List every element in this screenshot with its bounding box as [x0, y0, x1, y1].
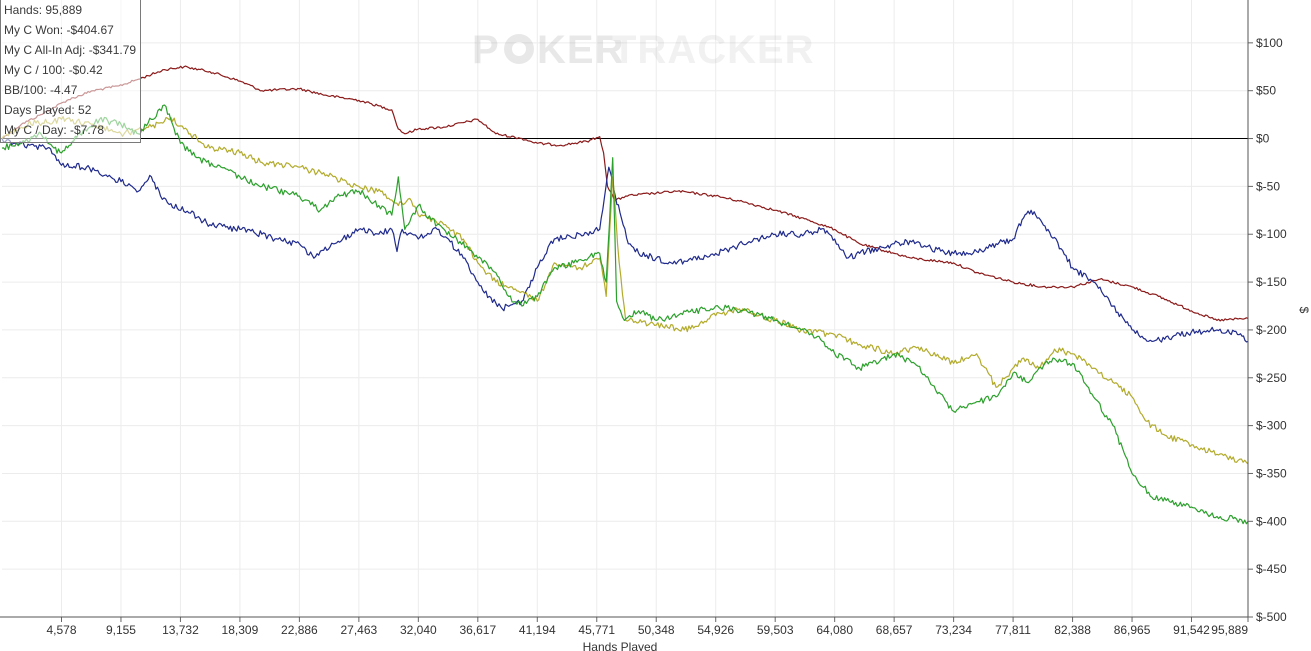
- stat-per-100: My C / 100: -$0.42: [4, 63, 103, 77]
- x-tick-label: 68,657: [876, 623, 913, 637]
- poker-chip-icon: [504, 34, 534, 64]
- stat-per-day: My C / Day: -$7.78: [4, 123, 105, 137]
- y-tick-label: $-350: [1256, 466, 1287, 480]
- stats-box: Hands: 95,889 My C Won: -$404.67 My C Al…: [0, 0, 141, 143]
- x-tick-label: 91,542: [1173, 623, 1210, 637]
- x-tick-label: 95,889: [1211, 623, 1248, 637]
- watermark-text-tracker: TRACKER: [612, 28, 815, 72]
- x-axis: 4,578 9,155 13,732 18,309 22,886 27,463 32,040…: [0, 616, 1249, 637]
- x-tick-label: 86,965: [1114, 623, 1151, 637]
- stat-all-in-adj: My C All-In Adj: -$341.79: [4, 43, 137, 57]
- y-tick-label: $100: [1256, 36, 1283, 50]
- x-tick-label: 13,732: [162, 623, 199, 637]
- x-tick-label: 50,348: [638, 623, 675, 637]
- x-tick-label: 27,463: [341, 623, 378, 637]
- x-tick-label: 18,309: [222, 623, 259, 637]
- y-tick-label: $-400: [1256, 514, 1287, 528]
- y-tick-label: $-50: [1256, 179, 1280, 193]
- y-tick-label: $0: [1256, 132, 1270, 146]
- stat-bb-per-100: BB/100: -4.47: [4, 83, 78, 97]
- series-line-4: [1, 104, 1249, 525]
- series-line-2: [1, 138, 1249, 343]
- x-tick-label: 9,155: [106, 623, 136, 637]
- x-tick-label: 41,194: [519, 623, 556, 637]
- y-tick-label: $-250: [1256, 371, 1287, 385]
- y-tick-label: $-100: [1256, 227, 1287, 241]
- stat-days-played: Days Played: 52: [4, 103, 92, 117]
- x-axis-title: Hands Played: [583, 640, 658, 651]
- y-tick-label: $150: [1256, 0, 1283, 2]
- y-tick-label: $-450: [1256, 562, 1287, 576]
- x-tick-label: 22,886: [281, 623, 318, 637]
- y-tick-label: $50: [1256, 84, 1276, 98]
- x-tick-label: 73,234: [935, 623, 972, 637]
- y-axis-title: $: [1297, 307, 1311, 314]
- x-tick-label: 45,771: [578, 623, 615, 637]
- poker-tracker-watermark: P KER TRACKER: [472, 28, 815, 72]
- x-tick-label: 82,388: [1054, 623, 1091, 637]
- stat-hands: Hands: 95,889: [4, 3, 83, 17]
- x-tick-label: 59,503: [757, 623, 794, 637]
- watermark-text-p: P: [472, 28, 500, 72]
- x-tick-label: 32,040: [400, 623, 437, 637]
- watermark-text-ker: KER: [537, 28, 624, 72]
- series-line-3: [1, 115, 1249, 465]
- x-tick-label: 77,811: [995, 623, 1031, 637]
- series-line-1: [1, 65, 1249, 322]
- y-tick-label: $-500: [1256, 610, 1287, 624]
- y-axis: $150 $100 $50 $0 $-50 $-100 $-150 $-200 $-250 $-3…: [1247, 0, 1287, 624]
- chart-grid: [2, 0, 1249, 618]
- x-tick-label: 54,926: [697, 623, 734, 637]
- x-tick-label: 64,080: [816, 623, 853, 637]
- x-tick-label: 36,617: [459, 623, 496, 637]
- y-tick-label: $-300: [1256, 419, 1287, 433]
- stat-won: My C Won: -$404.67: [4, 23, 114, 37]
- y-tick-label: $-200: [1256, 323, 1287, 337]
- x-tick-label: 4,578: [46, 623, 76, 637]
- series-group: [1, 65, 1249, 525]
- y-tick-label: $-150: [1256, 275, 1287, 289]
